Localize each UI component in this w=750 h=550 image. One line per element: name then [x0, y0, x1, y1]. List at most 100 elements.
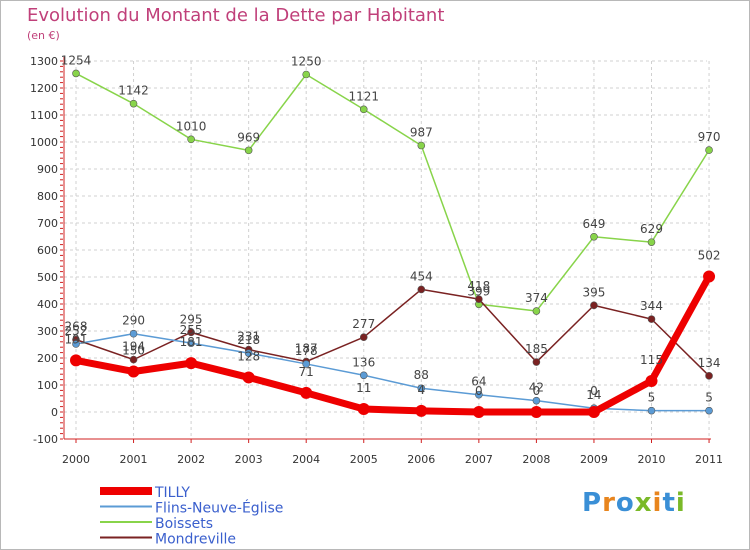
data-label-flins-neuve-e-glise: 178 [295, 344, 318, 358]
data-label-tilly: 181 [180, 335, 203, 349]
data-point-tilly [645, 374, 658, 387]
data-point-flins-neuve-e-glise [705, 406, 713, 415]
data-point-mondreville [187, 328, 195, 337]
chart-subtitle: (en €) [27, 29, 60, 42]
data-label-tilly: 150 [122, 344, 145, 358]
data-point-tilly [357, 403, 370, 416]
data-point-tilly [415, 404, 428, 417]
x-tick-label: 2010 [638, 453, 666, 466]
data-point-boissets [532, 307, 541, 315]
data-label-boissets: 1142 [118, 84, 149, 98]
data-label-boissets: 970 [698, 130, 721, 144]
data-point-flins-neuve-e-glise [129, 329, 138, 338]
data-label-mondreville: 454 [410, 269, 433, 283]
logo-letter: r [602, 488, 616, 518]
data-label-tilly: 71 [299, 365, 314, 379]
data-point-boissets [417, 141, 426, 150]
data-label-boissets: 649 [582, 217, 605, 231]
data-label-flins-neuve-e-glise: 255 [180, 323, 203, 337]
series-line-boissets [75, 72, 710, 312]
data-label-mondreville: 395 [582, 285, 605, 299]
data-point-mondreville [129, 355, 138, 364]
data-point-mondreville [532, 358, 541, 366]
data-point-tilly [300, 386, 313, 399]
data-label-mondreville: 185 [525, 342, 548, 356]
x-tick-label: 2001 [120, 453, 148, 466]
proxiti-logo: Proxiti [582, 488, 686, 518]
data-point-mondreville [359, 333, 368, 342]
data-label-tilly: 191 [65, 332, 88, 346]
y-tick-label: 1000 [30, 136, 58, 149]
data-point-flins-neuve-e-glise [72, 340, 80, 348]
data-point-flins-neuve-e-glise [532, 396, 541, 405]
y-tick-label: 200 [37, 352, 58, 365]
data-label-mondreville: 134 [698, 356, 721, 370]
data-label-tilly: 115 [640, 353, 663, 367]
x-tick-label: 2006 [407, 453, 435, 466]
data-label-tilly: 0 [533, 384, 541, 398]
y-tick-label: 1100 [30, 109, 58, 122]
data-point-mondreville [417, 285, 426, 294]
data-point-tilly [70, 354, 82, 367]
data-label-flins-neuve-e-glise: 290 [122, 314, 145, 328]
y-tick-label: 300 [37, 325, 58, 338]
data-point-boissets [590, 232, 598, 241]
y-tick-label: 900 [37, 163, 58, 176]
data-label-mondreville: 418 [467, 279, 490, 293]
data-label-boissets: 629 [640, 222, 663, 236]
data-label-mondreville: 231 [237, 330, 260, 344]
y-tick-label: 800 [37, 190, 58, 203]
data-point-flins-neuve-e-glise [187, 339, 195, 347]
data-label-flins-neuve-e-glise: 252 [65, 324, 88, 338]
data-label-flins-neuve-e-glise: 136 [352, 355, 375, 369]
data-label-tilly: 128 [237, 349, 260, 363]
data-label-flins-neuve-e-glise: 42 [529, 381, 544, 395]
data-label-mondreville: 187 [295, 342, 318, 356]
data-label-boissets: 1121 [348, 89, 379, 103]
data-label-flins-neuve-e-glise: 64 [471, 375, 486, 389]
y-tick-label: 500 [37, 271, 58, 284]
data-point-boissets [187, 135, 195, 144]
data-label-tilly: 0 [475, 384, 483, 398]
data-point-boissets [244, 146, 253, 155]
x-tick-label: 2004 [292, 453, 320, 466]
data-point-tilly [185, 357, 198, 370]
data-label-flins-neuve-e-glise: 218 [237, 333, 260, 347]
data-label-tilly: 4 [417, 383, 425, 397]
x-tick-label: 2008 [522, 453, 550, 466]
y-tick-label: 700 [37, 217, 58, 230]
legend-label-boissets: Boissets [155, 516, 213, 532]
data-point-tilly [127, 365, 140, 378]
series-line-tilly [72, 272, 713, 416]
logo-letter: P [582, 488, 603, 518]
data-point-tilly [703, 270, 716, 283]
y-tick-label: 0 [51, 406, 58, 419]
data-point-flins-neuve-e-glise [647, 406, 656, 415]
logo-letter: o [615, 488, 635, 518]
data-point-flins-neuve-e-glise [359, 371, 368, 380]
data-point-tilly [472, 406, 485, 418]
data-label-boissets: 1250 [291, 55, 322, 69]
data-point-boissets [129, 99, 138, 108]
data-point-boissets [647, 238, 656, 246]
data-point-tilly [587, 406, 600, 418]
data-point-boissets [359, 105, 368, 114]
data-label-boissets: 969 [237, 130, 260, 144]
data-point-tilly [530, 406, 543, 418]
data-label-mondreville: 268 [65, 320, 88, 334]
data-point-tilly [242, 371, 255, 384]
data-label-tilly: 11 [356, 381, 371, 395]
data-point-mondreville [705, 372, 713, 380]
x-tick-label: 2000 [62, 453, 90, 466]
data-label-boissets: 399 [467, 284, 490, 298]
x-tick-label: 2009 [580, 453, 608, 466]
data-label-tilly: 0 [590, 384, 598, 398]
legend-label-mondreville: Mondreville [155, 532, 236, 548]
data-label-flins-neuve-e-glise: 5 [648, 391, 656, 405]
data-point-flins-neuve-e-glise [417, 384, 426, 393]
logo-letter: x [634, 488, 653, 518]
y-tick-label: -100 [33, 433, 58, 446]
data-point-flins-neuve-e-glise [475, 390, 483, 399]
